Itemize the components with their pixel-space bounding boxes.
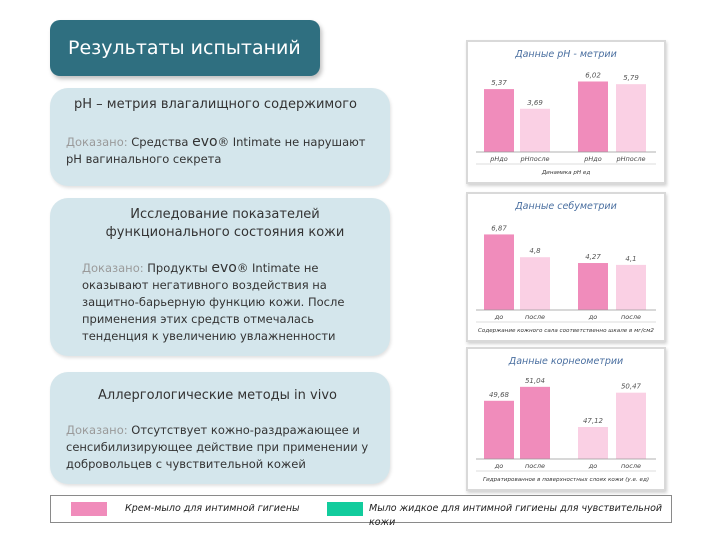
ph-metry-card: рН – метрия влагалищного содержимого Док…: [50, 88, 390, 186]
category-label: после: [525, 462, 545, 470]
card-body: Доказано: Отсутствует кожно-раздражающее…: [66, 422, 384, 473]
brand-text: evo: [211, 260, 237, 276]
chart-bar: [616, 84, 646, 152]
page-title: Результаты испытаний: [50, 20, 320, 76]
proved-label: Доказано:: [82, 261, 144, 275]
body-text: Отсутствует кожно-раздражающее и сенсиби…: [66, 423, 369, 471]
x-axis-label: Гидратированное в поверхностных слоях ко…: [483, 477, 649, 483]
chart-bar: [578, 427, 608, 459]
bar-value-label: 50,47: [621, 383, 642, 391]
brand-text: evo: [192, 134, 218, 150]
legend-swatch-green: [327, 502, 363, 516]
category-label: рНдо: [583, 155, 602, 163]
bar-value-label: 49,68: [489, 391, 510, 399]
card-heading: Аллергологические методы in vivo: [98, 388, 337, 403]
ph-metry-chart: Данные рН - метрии 5,37 рНдо 3,69 рНпосле 6,0…: [466, 40, 666, 184]
body-text: ® Intimate не нарушают рН вагинального с…: [66, 135, 366, 166]
category-label: до: [588, 313, 597, 321]
bar-value-label: 6,87: [491, 224, 507, 232]
corneometry-chart: Данные корнеометрии 49,68 до 51,04 после 47,1…: [466, 347, 666, 491]
category-label: после: [621, 313, 641, 321]
chart-bar: [520, 108, 550, 152]
chart-title: Данные рН - метрии: [514, 49, 617, 60]
chart-bar: [520, 386, 550, 459]
category-label: рНдо: [489, 155, 508, 163]
legend-label-cream-soap: Крем-мыло для интимной гигиены: [125, 503, 300, 514]
x-axis-label: Содержание кожного сала соответственно ш…: [478, 328, 654, 334]
bar-value-label: 4,8: [529, 247, 541, 255]
chart-title: Данные корнеометрии: [508, 356, 623, 367]
chart-title: Данные себуметрии: [514, 201, 617, 212]
bar-value-label: 4,1: [625, 255, 636, 263]
legend: Крем-мыло для интимной гигиены Мыло жидк…: [50, 495, 672, 528]
bar-value-label: 51,04: [525, 377, 545, 385]
bar-value-label: 5,37: [491, 79, 507, 87]
category-label: до: [494, 313, 503, 321]
bar-value-label: 6,02: [585, 71, 601, 79]
chart-bar: [484, 234, 514, 310]
card-heading: Исследование показателей функционального…: [105, 207, 345, 240]
category-label: рНпосле: [616, 155, 646, 163]
legend-label-liquid-soap: Мыло жидкое для интимной гигиены для чув…: [369, 503, 663, 528]
sebumetry-chart: Данные себуметрии 6,87 до 4,8 после 4,27 до 4,1…: [466, 192, 666, 342]
body-text-pre: Продукты: [147, 261, 208, 275]
card-heading: рН – метрия влагалищного содержимого: [74, 97, 357, 112]
skin-state-card: Исследование показателей функционального…: [50, 198, 390, 356]
bar-value-label: 5,79: [623, 74, 639, 82]
category-label: рНпосле: [520, 155, 550, 163]
chart-bar: [578, 81, 608, 152]
category-label: до: [494, 462, 503, 470]
card-body: Доказано: Продукты evo® Intimate не оказ…: [82, 260, 382, 345]
bar-value-label: 3,69: [527, 99, 543, 107]
category-label: после: [525, 313, 545, 321]
body-text-pre: Средства: [131, 135, 189, 149]
chart-bar: [484, 400, 514, 459]
chart-bar: [520, 257, 550, 310]
allergy-card: Аллергологические методы in vivo Доказан…: [50, 372, 390, 484]
proved-label: Доказано:: [66, 423, 128, 437]
chart-bar: [484, 89, 514, 152]
chart-bar: [578, 263, 608, 310]
bar-value-label: 4,27: [585, 253, 601, 261]
chart-bar: [616, 264, 646, 310]
bar-value-label: 47,12: [583, 417, 604, 425]
chart-bar: [616, 392, 646, 459]
category-label: до: [588, 462, 597, 470]
body-text: ® Intimate не оказывают негативного возд…: [82, 261, 345, 343]
category-label: после: [621, 462, 641, 470]
legend-swatch-pink: [71, 502, 107, 516]
card-body: Доказано: Средства evo® Intimate не нару…: [66, 134, 384, 168]
x-axis-label: Динамика рН ед: [541, 170, 591, 176]
proved-label: Доказано:: [66, 135, 128, 149]
